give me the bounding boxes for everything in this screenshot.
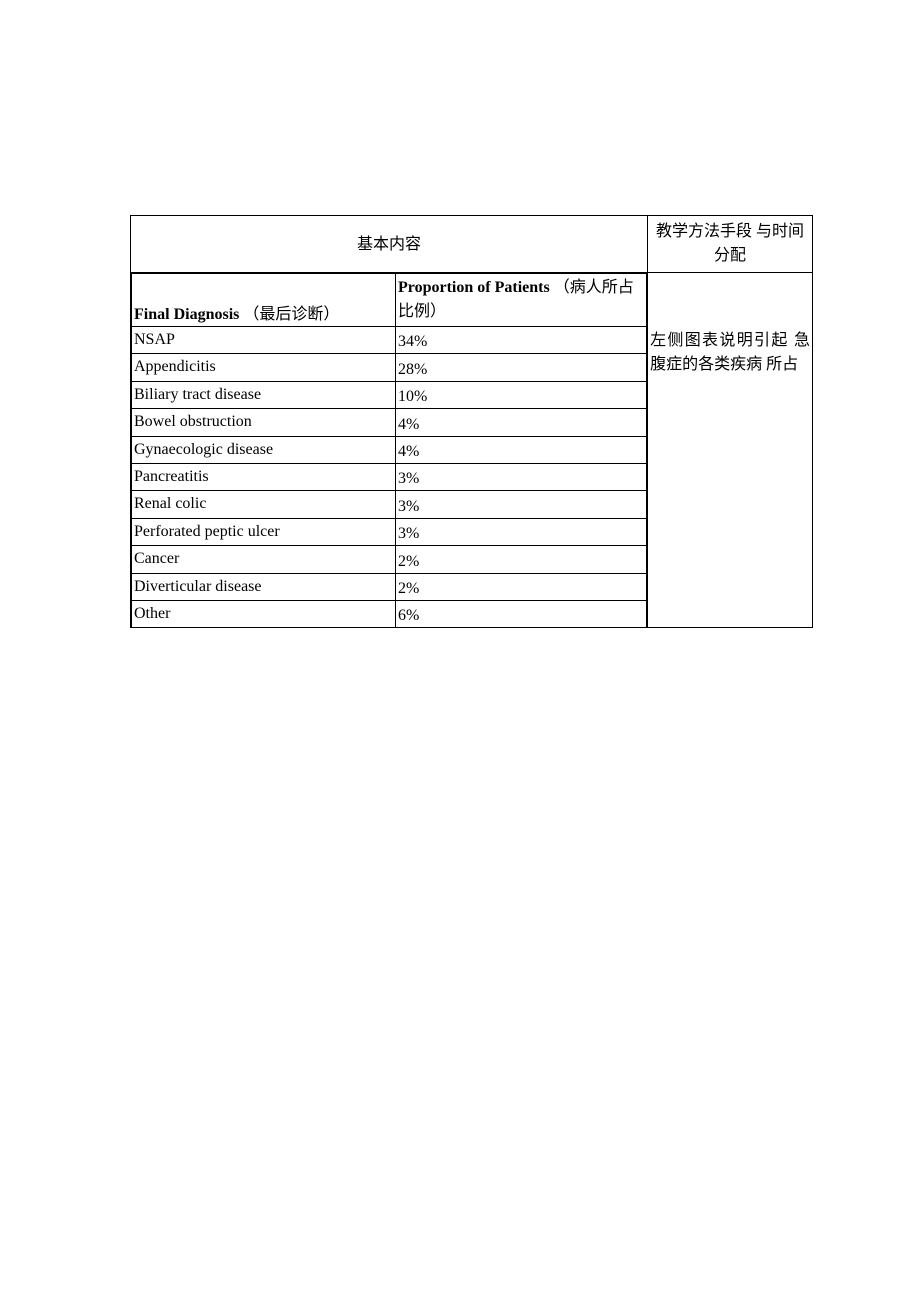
diagnosis-cell: Gynaecologic disease [132,436,396,463]
inner-table: Final Diagnosis （最后诊断） Proportion of Pat… [131,273,647,627]
proportion-cell: 2% [396,546,647,573]
header-left: 基本内容 [131,216,648,273]
col1-bold: Final Diagnosis [134,306,239,323]
diagnosis-cell: Renal colic [132,491,396,518]
inner-header-diagnosis: Final Diagnosis （最后诊断） [132,274,396,327]
proportion-cell: 6% [396,600,647,627]
col1-normal: （最后诊断） [239,306,339,323]
page-container: 基本内容 教学方法手段 与时间分配 Final Diagnosis （最后诊断）… [130,215,813,628]
inner-header-proportion: Proportion of Patients （病人所占比例） [396,274,647,327]
diagnosis-cell: Pancreatitis [132,463,396,490]
col2-bold: Proportion of Patients [398,279,550,296]
table-row: NSAP 34% [132,327,647,354]
proportion-cell: 3% [396,491,647,518]
diagnosis-cell: Other [132,600,396,627]
diagnosis-cell: NSAP [132,327,396,354]
table-row: Gynaecologic disease 4% [132,436,647,463]
diagnosis-cell: Perforated peptic ulcer [132,518,396,545]
diagnosis-cell: Bowel obstruction [132,409,396,436]
table-row: Perforated peptic ulcer 3% [132,518,647,545]
table-row: Other 6% [132,600,647,627]
table-row: Cancer 2% [132,546,647,573]
proportion-cell: 34% [396,327,647,354]
proportion-cell: 4% [396,436,647,463]
table-row: Pancreatitis 3% [132,463,647,490]
diagnosis-cell: Cancer [132,546,396,573]
proportion-cell: 28% [396,354,647,381]
diagnosis-cell: Biliary tract disease [132,381,396,408]
table-row: Diverticular disease 2% [132,573,647,600]
diagnosis-cell: Appendicitis [132,354,396,381]
content-right-cell: 左侧图表说明引起 急腹症的各类疾病 所占 [648,273,813,628]
table-row: Bowel obstruction 4% [132,409,647,436]
header-row: 基本内容 教学方法手段 与时间分配 [131,216,813,273]
proportion-cell: 3% [396,463,647,490]
inner-header-row: Final Diagnosis （最后诊断） Proportion of Pat… [132,274,647,327]
proportion-cell: 3% [396,518,647,545]
table-row: Appendicitis 28% [132,354,647,381]
header-right: 教学方法手段 与时间分配 [648,216,813,273]
proportion-cell: 10% [396,381,647,408]
outer-table: 基本内容 教学方法手段 与时间分配 Final Diagnosis （最后诊断）… [130,215,813,628]
proportion-cell: 4% [396,409,647,436]
table-row: Biliary tract disease 10% [132,381,647,408]
diagnosis-cell: Diverticular disease [132,573,396,600]
proportion-cell: 2% [396,573,647,600]
content-left-cell: Final Diagnosis （最后诊断） Proportion of Pat… [131,273,648,628]
table-row: Renal colic 3% [132,491,647,518]
content-row: Final Diagnosis （最后诊断） Proportion of Pat… [131,273,813,628]
